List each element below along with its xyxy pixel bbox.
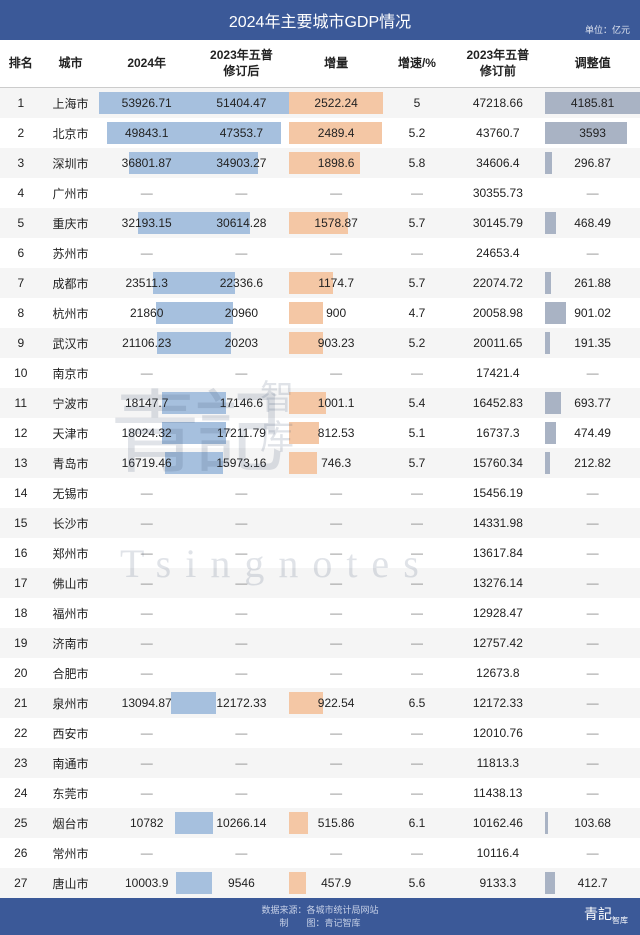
page-title: 2024年主要城市GDP情况 bbox=[229, 14, 411, 31]
title-bar: 2024年主要城市GDP情况 单位：亿元 bbox=[0, 0, 640, 40]
table-row: 24东莞市————11438.13— bbox=[0, 778, 640, 808]
table-row: 14无锡市————15456.19— bbox=[0, 478, 640, 508]
table-row: 1上海市53926.7151404.472522.24547218.664185… bbox=[0, 88, 640, 119]
table-row: 8杭州市21860209609004.720058.98901.02 bbox=[0, 298, 640, 328]
table-row: 5重庆市32193.1530614.281578.875.730145.7946… bbox=[0, 208, 640, 238]
table-row: 2北京市49843.147353.72489.45.243760.73593 bbox=[0, 118, 640, 148]
table-row: 25烟台市1078210266.14515.866.110162.46103.6… bbox=[0, 808, 640, 838]
footer-bar: 数据来源：各城市统计局网站 制 图：青记智库 青記智库 bbox=[0, 898, 640, 935]
th-rank: 排名 bbox=[0, 40, 42, 88]
table-row: 3深圳市36801.8734903.271898.65.834606.4296.… bbox=[0, 148, 640, 178]
table-row: 23南通市————11813.3— bbox=[0, 748, 640, 778]
table-row: 17佛山市————13276.14— bbox=[0, 568, 640, 598]
table-row: 7成都市23511.322336.61174.75.722074.72261.8… bbox=[0, 268, 640, 298]
th-rate: 增速/% bbox=[383, 40, 450, 88]
th-2023after-l1: 2023年五普 bbox=[210, 48, 273, 62]
table-body: 1上海市53926.7151404.472522.24547218.664185… bbox=[0, 88, 640, 899]
table-row: 26常州市————10116.4— bbox=[0, 838, 640, 868]
gdp-table: 排名 城市 2024年 2023年五普修订后 增量 增速/% 2023年五普修订… bbox=[0, 40, 640, 898]
table-container: 2024年主要城市GDP情况 单位：亿元 排名 城市 2024年 2023年五普… bbox=[0, 0, 640, 935]
table-row: 27唐山市10003.99546457.95.69133.3412.7 bbox=[0, 868, 640, 898]
th-2024: 2024年 bbox=[99, 40, 194, 88]
th-2023before-l1: 2023年五普 bbox=[466, 48, 529, 62]
table-row: 4广州市————30355.73— bbox=[0, 178, 640, 208]
unit-label: 单位：亿元 bbox=[585, 23, 630, 36]
table-row: 11宁波市18147.717146.61001.15.416452.83693.… bbox=[0, 388, 640, 418]
table-row: 22西安市————12010.76— bbox=[0, 718, 640, 748]
footer-brand: 青記智库 bbox=[584, 904, 628, 926]
table-row: 18福州市————12928.47— bbox=[0, 598, 640, 628]
th-2023before: 2023年五普修订前 bbox=[450, 40, 545, 88]
table-row: 9武汉市21106.2320203903.235.220011.65191.35 bbox=[0, 328, 640, 358]
table-row: 6苏州市————24653.4— bbox=[0, 238, 640, 268]
table-row: 19济南市————12757.42— bbox=[0, 628, 640, 658]
th-2023after: 2023年五普修订后 bbox=[194, 40, 289, 88]
th-city: 城市 bbox=[42, 40, 100, 88]
th-increment: 增量 bbox=[289, 40, 384, 88]
table-row: 10南京市————17421.4— bbox=[0, 358, 640, 388]
footer-author: 制 图：青记智库 bbox=[10, 917, 630, 930]
table-row: 15长沙市————14331.98— bbox=[0, 508, 640, 538]
table-row: 13青岛市16719.4615973.16746.35.715760.34212… bbox=[0, 448, 640, 478]
table-row: 12天津市18024.3217211.79812.535.116737.3474… bbox=[0, 418, 640, 448]
th-2023after-l2: 修订后 bbox=[223, 64, 259, 78]
th-2023before-l2: 修订前 bbox=[480, 64, 516, 78]
footer-source: 数据来源：各城市统计局网站 bbox=[10, 904, 630, 917]
th-adjust: 调整值 bbox=[545, 40, 640, 88]
table-row: 20合肥市————12673.8— bbox=[0, 658, 640, 688]
table-row: 21泉州市13094.8712172.33922.546.512172.33— bbox=[0, 688, 640, 718]
table-row: 16郑州市————13617.84— bbox=[0, 538, 640, 568]
